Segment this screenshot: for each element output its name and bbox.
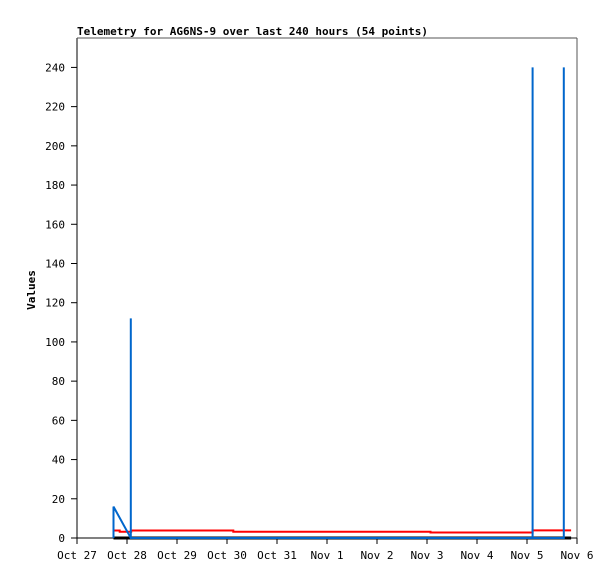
y-axis-label: Values	[25, 270, 38, 310]
x-tick-label: Nov 6	[560, 549, 593, 562]
y-tick-label: 0	[58, 532, 65, 545]
chart-title: Telemetry for AG6NS-9 over last 240 hour…	[77, 25, 428, 38]
x-tick-label: Oct 27	[57, 549, 97, 562]
y-tick-label: 180	[45, 179, 65, 192]
y-tick-label: 160	[45, 218, 65, 231]
x-tick-label: Nov 3	[410, 549, 443, 562]
y-tick-label: 40	[52, 454, 65, 467]
series-line-2	[112, 67, 565, 539]
x-tick-label: Oct 29	[157, 549, 197, 562]
y-tick-label: 200	[45, 140, 65, 153]
x-tick-label: Nov 5	[510, 549, 543, 562]
x-tick-label: Oct 30	[207, 549, 247, 562]
y-tick-label: 220	[45, 101, 65, 114]
y-tick-label: 240	[45, 61, 65, 74]
y-tick-label: 140	[45, 257, 65, 270]
x-tick-label: Oct 31	[257, 549, 297, 562]
y-tick-label: 100	[45, 336, 65, 349]
y-tick-label: 120	[45, 297, 65, 310]
x-tick-label: Oct 28	[107, 549, 147, 562]
y-tick-label: 60	[52, 414, 65, 427]
y-tick-label: 80	[52, 375, 65, 388]
y-tick-label: 20	[52, 493, 65, 506]
x-tick-label: Nov 4	[460, 549, 493, 562]
series-line-1	[113, 529, 572, 534]
x-tick-label: Nov 2	[360, 549, 393, 562]
x-tick-label: Nov 1	[310, 549, 343, 562]
